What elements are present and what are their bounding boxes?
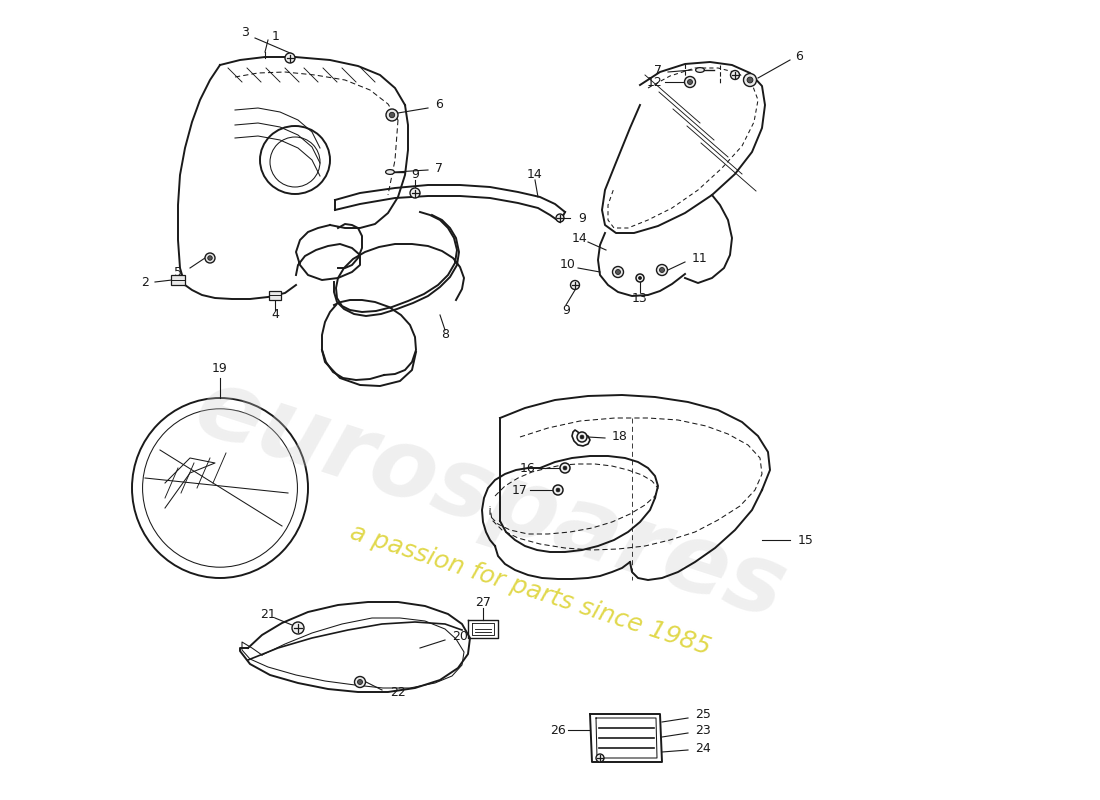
Circle shape <box>354 677 365 687</box>
Text: 25: 25 <box>695 709 711 722</box>
Circle shape <box>638 277 641 279</box>
Text: 5: 5 <box>174 266 182 278</box>
Text: 6: 6 <box>434 98 443 111</box>
Circle shape <box>386 109 398 121</box>
Text: 20: 20 <box>452 630 468 642</box>
Text: 6: 6 <box>795 50 803 62</box>
Text: 10: 10 <box>560 258 576 271</box>
Text: 3: 3 <box>241 26 249 38</box>
Text: 14: 14 <box>572 231 587 245</box>
Circle shape <box>285 53 295 63</box>
Circle shape <box>684 77 695 87</box>
Text: 9: 9 <box>562 303 570 317</box>
Text: 1: 1 <box>272 30 279 42</box>
Text: 2: 2 <box>141 275 149 289</box>
Text: eurospares: eurospares <box>183 361 796 639</box>
Text: 17: 17 <box>513 483 528 497</box>
Circle shape <box>208 256 212 260</box>
Circle shape <box>744 74 757 86</box>
Bar <box>170 275 185 285</box>
Text: 23: 23 <box>695 723 711 737</box>
Text: 24: 24 <box>695 742 711 754</box>
Circle shape <box>747 77 752 83</box>
Text: 21: 21 <box>260 607 276 621</box>
Circle shape <box>358 679 363 685</box>
Circle shape <box>636 274 644 282</box>
Text: 16: 16 <box>520 462 536 474</box>
Text: a passion for parts since 1985: a passion for parts since 1985 <box>346 520 713 660</box>
Circle shape <box>292 622 304 634</box>
Circle shape <box>580 435 584 439</box>
Ellipse shape <box>386 170 395 174</box>
Ellipse shape <box>695 68 704 72</box>
Circle shape <box>563 466 566 470</box>
Text: 8: 8 <box>441 329 449 342</box>
Text: 4: 4 <box>271 309 279 322</box>
Text: 9: 9 <box>411 169 419 182</box>
Circle shape <box>616 270 620 274</box>
Circle shape <box>688 79 693 85</box>
Text: 7: 7 <box>434 162 443 174</box>
Text: 27: 27 <box>475 597 491 610</box>
Text: 9: 9 <box>578 211 586 225</box>
Text: 19: 19 <box>212 362 228 374</box>
Text: 13: 13 <box>632 291 648 305</box>
Circle shape <box>596 754 604 762</box>
Circle shape <box>389 112 395 118</box>
Circle shape <box>410 188 420 198</box>
Circle shape <box>571 281 580 290</box>
Circle shape <box>560 463 570 473</box>
Circle shape <box>205 253 214 263</box>
Text: 22: 22 <box>390 686 406 699</box>
Text: 7: 7 <box>654 63 662 77</box>
Circle shape <box>613 266 624 278</box>
Circle shape <box>553 485 563 495</box>
Circle shape <box>578 432 587 442</box>
Text: 12: 12 <box>647 75 663 89</box>
Bar <box>270 290 280 299</box>
Text: 18: 18 <box>612 430 628 443</box>
Circle shape <box>660 267 664 273</box>
Circle shape <box>730 70 739 79</box>
Text: 26: 26 <box>550 723 565 737</box>
Text: 15: 15 <box>798 534 814 546</box>
Circle shape <box>556 214 564 222</box>
Text: 14: 14 <box>527 167 543 181</box>
Circle shape <box>657 265 668 275</box>
Text: 11: 11 <box>692 251 707 265</box>
Circle shape <box>557 488 560 492</box>
